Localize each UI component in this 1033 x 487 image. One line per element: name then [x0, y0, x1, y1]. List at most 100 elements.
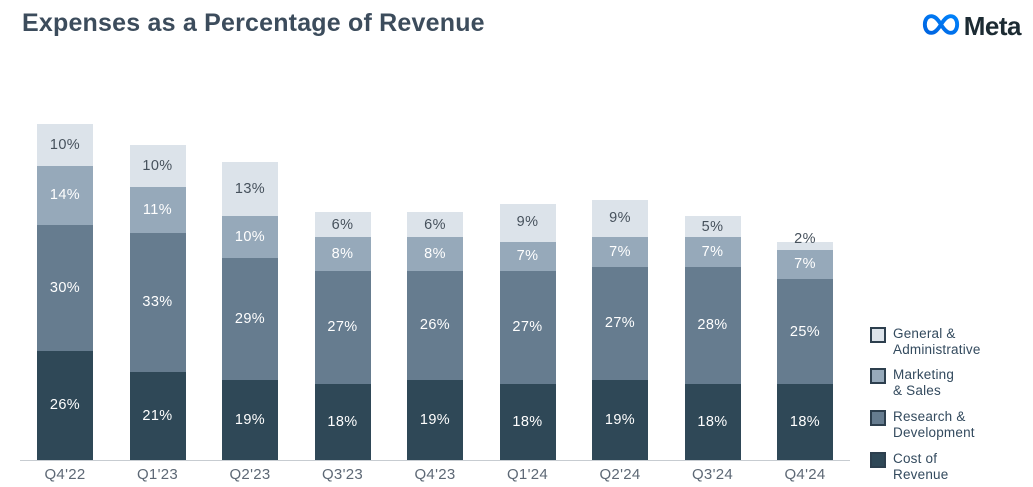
segment-value-label: 10%	[234, 229, 266, 246]
legend-item-marketing-sales: Marketing & Sales	[870, 367, 981, 399]
segment-general-administrative: 10%	[129, 145, 186, 188]
segment-value-label: 10%	[49, 136, 81, 153]
segment-marketing-sales: 11%	[129, 187, 186, 234]
x-tick-label-q2-24: Q2'24	[599, 466, 641, 483]
segment-value-label: 27%	[604, 315, 636, 332]
legend-item-cost-of-revenue: Cost of Revenue	[870, 451, 981, 483]
segment-research-development: 27%	[499, 271, 556, 385]
segment-value-label: 7%	[516, 248, 539, 265]
segment-cost-of-revenue: 26%	[37, 350, 93, 460]
segment-value-label: 30%	[49, 279, 81, 296]
x-tick-label-q1-23: Q1'23	[136, 466, 179, 483]
segment-value-label: 19%	[604, 411, 636, 428]
segment-general-administrative: 6%	[314, 212, 371, 238]
segment-value-label: 2%	[794, 230, 816, 247]
segment-value-label: 14%	[49, 187, 81, 204]
segment-cost-of-revenue: 19%	[407, 380, 463, 460]
chart-title: Expenses as a Percentage of Revenue	[22, 9, 485, 37]
segment-value-label: 9%	[516, 214, 539, 231]
segment-value-label: 19%	[419, 411, 451, 428]
segment-value-label: 18%	[789, 413, 821, 430]
bar-q2-24: 19% 27% 7% 9%	[592, 199, 648, 460]
segment-research-development: 26%	[407, 271, 463, 381]
segment-value-label: 27%	[327, 319, 358, 336]
bar-q4-23: 19% 26% 8% 6%	[407, 212, 463, 460]
segment-research-development: 28%	[684, 266, 741, 385]
segment-marketing-sales: 14%	[37, 166, 93, 225]
segment-research-development: 33%	[129, 233, 186, 372]
x-tick-label-q1-24: Q1'24	[506, 466, 549, 483]
segment-value-label: 10%	[142, 157, 173, 174]
legend-label: Cost of Revenue	[893, 451, 949, 483]
segment-general-administrative: 9%	[592, 199, 648, 238]
segment-marketing-sales: 7%	[777, 250, 833, 280]
segment-value-label: 18%	[512, 413, 543, 430]
legend-label: Marketing & Sales	[893, 367, 955, 399]
segment-general-administrative: 10%	[37, 124, 93, 167]
segment-research-development: 25%	[777, 279, 833, 385]
segment-value-label: 25%	[789, 323, 821, 340]
segment-general-administrative: 9%	[499, 203, 556, 242]
segment-value-label: 7%	[701, 243, 724, 260]
plot-area: 26% 30% 14% 10% 21% 33% 11% 10% 19% 29% 10% 13% 18% 2…	[20, 124, 850, 461]
segment-marketing-sales: 7%	[592, 237, 648, 267]
segment-value-label: 13%	[234, 180, 266, 197]
bar-q1-23: 21% 33% 11% 10%	[129, 145, 186, 460]
segment-value-label: 11%	[142, 201, 173, 218]
legend-label: Research & Development	[893, 409, 975, 441]
legend-label: General & Administrative	[893, 325, 981, 357]
segment-cost-of-revenue: 18%	[684, 384, 741, 460]
legend-swatch	[870, 326, 886, 343]
segment-research-development: 27%	[592, 266, 648, 381]
x-tick-label-q3-23: Q3'23	[321, 466, 364, 483]
bar-q4-22: 26% 30% 14% 10%	[37, 124, 93, 460]
legend-item-general-administrative: General & Administrative	[870, 326, 981, 358]
segment-value-label: 29%	[234, 311, 266, 328]
bar-q2-23: 19% 29% 10% 13%	[222, 161, 278, 460]
segment-value-label: 19%	[234, 411, 266, 428]
segment-value-label: 26%	[419, 317, 451, 334]
legend: General & Administrative Marketing & Sale…	[870, 326, 981, 483]
header: Expenses as a Percentage of Revenue Meta	[0, 0, 1033, 44]
segment-general-administrative: 13%	[222, 161, 278, 217]
segment-research-development: 29%	[222, 258, 278, 381]
x-tick-label-q2-23: Q2'23	[229, 466, 271, 483]
segment-value-label: 5%	[701, 218, 724, 235]
segment-value-label: 6%	[331, 216, 354, 233]
bar-q4-24: 18% 25% 7% 2%	[777, 232, 833, 460]
segment-cost-of-revenue: 21%	[129, 371, 186, 460]
segment-general-administrative: 2%	[777, 232, 833, 251]
bar-q3-23: 18% 27% 8% 6%	[314, 212, 371, 460]
segment-value-label: 9%	[609, 210, 631, 227]
segment-value-label: 33%	[142, 294, 173, 311]
segment-value-label: 27%	[512, 319, 543, 336]
segment-value-label: 28%	[697, 317, 728, 334]
segment-value-label: 7%	[794, 256, 816, 273]
segment-cost-of-revenue: 18%	[499, 384, 556, 460]
chart-region: 26% 30% 14% 10% 21% 33% 11% 10% 19% 29% 10% 13% 18% 2…	[20, 124, 1033, 483]
legend-swatch	[870, 410, 886, 427]
x-tick-label-q4-23: Q4'23	[414, 466, 456, 483]
segment-cost-of-revenue: 19%	[592, 380, 648, 460]
legend-swatch	[870, 452, 886, 469]
x-axis-labels: Q4'22 Q1'23 Q2'23 Q3'23 Q4'23 Q1'24 Q2'24 Q3'24…	[20, 466, 850, 483]
segment-value-label: 8%	[331, 245, 354, 262]
segment-value-label: 26%	[49, 397, 81, 414]
segment-value-label: 18%	[697, 413, 728, 430]
segment-value-label: 18%	[327, 413, 358, 430]
x-tick-label-q4-22: Q4'22	[44, 466, 86, 483]
segment-cost-of-revenue: 18%	[314, 384, 371, 460]
segment-marketing-sales: 8%	[314, 237, 371, 272]
segment-cost-of-revenue: 18%	[777, 384, 833, 460]
legend-swatch	[870, 368, 886, 385]
segment-research-development: 27%	[314, 271, 371, 385]
segment-value-label: 21%	[142, 407, 173, 424]
segment-cost-of-revenue: 19%	[222, 380, 278, 460]
brand-wordmark: Meta	[963, 11, 1022, 41]
segment-general-administrative: 5%	[684, 216, 741, 238]
stacked-bar-chart: 26% 30% 14% 10% 21% 33% 11% 10% 19% 29% 10% 13% 18% 2…	[20, 124, 850, 483]
segment-marketing-sales: 7%	[499, 241, 556, 272]
segment-general-administrative: 6%	[407, 212, 463, 238]
x-tick-label-q4-24: Q4'24	[784, 466, 826, 483]
segment-value-label: 8%	[424, 245, 446, 262]
